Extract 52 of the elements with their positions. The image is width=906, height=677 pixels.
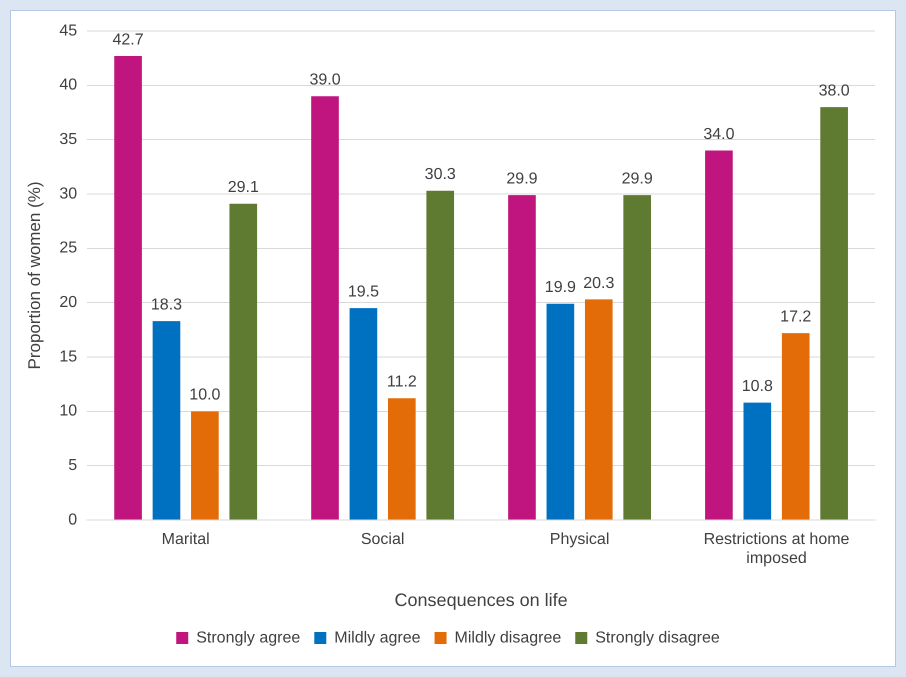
data-label: 18.3 (150, 296, 182, 314)
y-tick-label: 15 (59, 348, 78, 366)
data-label: 11.2 (386, 374, 417, 391)
y-tick-label: 30 (59, 185, 78, 202)
bar (508, 195, 536, 520)
bar (229, 204, 258, 520)
bar (191, 411, 219, 520)
x-tick-label: Social (360, 531, 404, 548)
legend-label: Strongly disagree (595, 629, 720, 646)
data-label: 19.9 (544, 279, 576, 296)
data-label: 19.5 (348, 284, 380, 301)
legend-label: Mildly agree (334, 629, 421, 646)
data-label: 10.8 (742, 378, 773, 396)
y-tick-label: 10 (59, 402, 78, 420)
bar (114, 56, 142, 520)
bar (350, 308, 378, 520)
data-label: 29.9 (622, 170, 653, 188)
y-tick-label: 0 (68, 511, 78, 528)
data-label: 17.2 (780, 308, 812, 326)
data-label: 34.0 (703, 126, 735, 143)
bar (623, 195, 652, 520)
x-tick-label: Restrictions at home imposed (704, 531, 850, 568)
x-axis-title: Consequences on life (394, 590, 568, 610)
data-label: 38.0 (818, 82, 850, 100)
y-tick-label: 35 (59, 131, 78, 148)
bar (820, 107, 848, 520)
bar (782, 333, 810, 520)
bar (311, 96, 339, 520)
data-label: 29.9 (506, 170, 538, 188)
legend-label: Strongly agree (196, 629, 300, 646)
x-tick-label: Physical (550, 531, 610, 548)
y-axis-title: Proportion of women (%) (24, 181, 44, 370)
bar (546, 304, 574, 520)
y-tick-label: 40 (59, 76, 78, 94)
data-label: 39.0 (309, 72, 341, 89)
data-label: 10.0 (189, 386, 221, 404)
legend-label: Mildly disagree (454, 629, 562, 646)
bar (743, 402, 772, 520)
data-label: 42.7 (112, 31, 144, 48)
bar (705, 150, 733, 520)
y-tick-label: 25 (59, 240, 78, 257)
data-label: 20.3 (583, 274, 614, 292)
data-label: 29.1 (228, 179, 259, 196)
x-tick-label: Marital (162, 531, 210, 548)
y-tick-label: 5 (68, 457, 78, 474)
y-tick-label: 20 (59, 294, 78, 312)
bar (426, 190, 454, 520)
data-label: 30.3 (424, 166, 456, 184)
bar (388, 398, 416, 520)
y-tick-label: 45 (59, 22, 78, 40)
bar (584, 299, 613, 520)
bar (152, 321, 180, 520)
